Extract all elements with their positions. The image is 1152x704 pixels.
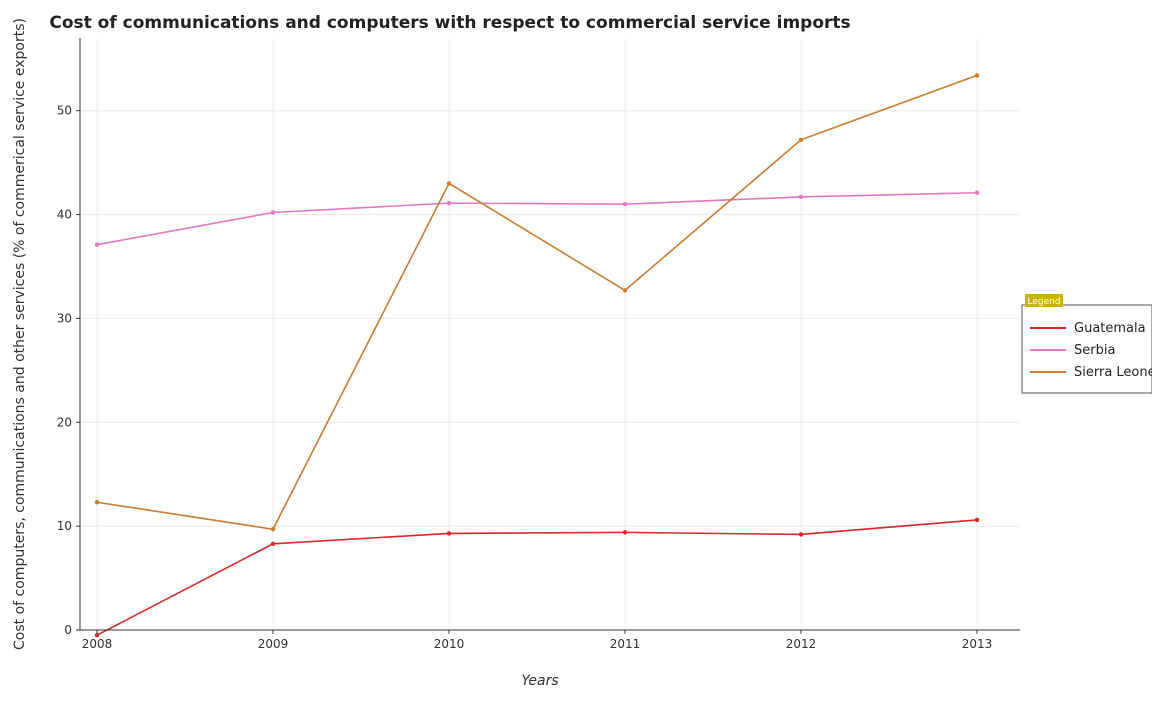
data-point-sierra-leone bbox=[446, 181, 452, 186]
y-tick-label: 50 bbox=[57, 104, 72, 118]
data-point-guatemala bbox=[622, 530, 628, 535]
data-point-sierra-leone bbox=[94, 500, 100, 505]
data-point-guatemala bbox=[974, 517, 980, 523]
data-point-serbia bbox=[94, 242, 100, 247]
data-point-guatemala bbox=[446, 531, 452, 536]
axes bbox=[79, 38, 1020, 631]
y-tick-label: 20 bbox=[57, 415, 72, 429]
y-tick-label: 10 bbox=[57, 519, 72, 533]
legend-label: Sierra Leone bbox=[1074, 365, 1152, 380]
y-tick-label: 30 bbox=[57, 311, 72, 325]
x-tick-label: 2008 bbox=[82, 637, 113, 651]
chart-title: Cost of communications and computers wit… bbox=[49, 13, 850, 33]
data-point-serbia bbox=[622, 201, 628, 207]
data-point-sierra-leone bbox=[974, 73, 980, 78]
x-tick-label: 2013 bbox=[962, 637, 993, 651]
gridlines bbox=[80, 38, 1020, 631]
series-layer bbox=[94, 73, 980, 638]
legend-title-badge bbox=[1025, 294, 1063, 307]
series-line-sierra-leone bbox=[96, 74, 978, 531]
x-tick-label: 2009 bbox=[258, 637, 289, 651]
data-point-serbia bbox=[446, 200, 452, 206]
x-axis-title: Years bbox=[521, 673, 558, 689]
data-point-serbia bbox=[270, 210, 276, 215]
data-point-guatemala bbox=[270, 541, 276, 546]
data-point-serbia bbox=[798, 194, 804, 200]
series-line-serbia bbox=[96, 191, 978, 246]
legend-title: Legend bbox=[1027, 297, 1060, 307]
y-axis-title: Cost of computers, communications and ot… bbox=[12, 18, 28, 650]
legend: Legend Guatemala Serbia Sierra Leone bbox=[1021, 294, 1152, 394]
x-tick-label: 2012 bbox=[786, 637, 817, 651]
series-line-guatemala bbox=[96, 519, 978, 636]
x-tick-label: 2010 bbox=[434, 637, 465, 651]
data-point-sierra-leone bbox=[798, 137, 804, 142]
data-point-sierra-leone bbox=[270, 527, 276, 532]
legend-label: Serbia bbox=[1074, 343, 1115, 358]
x-tick-label: 2011 bbox=[610, 637, 641, 651]
data-point-serbia bbox=[974, 190, 980, 195]
data-point-guatemala bbox=[94, 632, 100, 638]
data-point-sierra-leone bbox=[622, 288, 628, 293]
y-tick-label: 40 bbox=[57, 208, 72, 222]
legend-label: Guatemala bbox=[1074, 321, 1146, 336]
y-tick-label: 0 bbox=[64, 623, 72, 637]
data-point-guatemala bbox=[798, 532, 804, 537]
tick-labels: 0 10 20 30 40 50 2008 2009 2010 2011 2012 2013 bbox=[57, 104, 993, 651]
